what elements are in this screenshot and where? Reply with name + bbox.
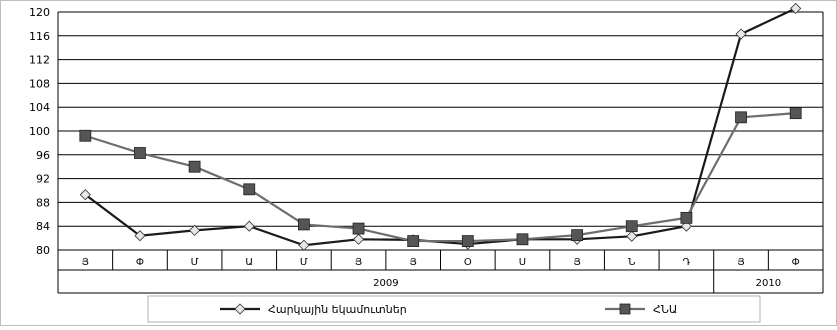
y-tick-label: 116: [29, 30, 50, 43]
axes: [57, 12, 824, 294]
data-point: [297, 218, 310, 231]
data-point: [516, 233, 529, 246]
y-tick-label: 100: [29, 125, 50, 138]
y-tick-label: 80: [36, 244, 50, 257]
data-point: [352, 222, 365, 235]
x-tick-label: Մ: [300, 257, 308, 268]
y-tick-label: 104: [29, 101, 50, 114]
x-tick-label: Յ: [737, 257, 744, 268]
series-1: [79, 107, 802, 247]
data-point: [79, 189, 91, 201]
data-point: [243, 220, 255, 232]
y-tick-label: 92: [36, 173, 50, 186]
legend-marker: [619, 303, 631, 315]
legend-label: ՀՆԱ: [653, 303, 677, 316]
y-tick-label: 88: [36, 196, 50, 209]
x-tick-label: Ս: [519, 257, 526, 268]
x-tick-label: Փ: [136, 257, 144, 268]
data-point: [189, 224, 201, 236]
x-tick-label: Յ: [82, 257, 89, 268]
data-point: [134, 230, 146, 242]
data-point: [789, 107, 802, 120]
data-point: [298, 239, 310, 251]
x-tick-label: Օ: [464, 257, 472, 268]
legend-label: Հարկային եկամուտներ: [268, 303, 407, 316]
data-point: [735, 28, 747, 40]
x-tick-label: Յ: [410, 257, 417, 268]
y-tick-label: 112: [29, 54, 50, 67]
y-tick-label: 84: [36, 220, 50, 233]
data-point: [625, 220, 638, 233]
x-tick-label: Ա: [245, 257, 253, 268]
data-point: [735, 111, 747, 124]
legend-marker: [234, 303, 246, 315]
series: [79, 2, 802, 251]
data-point: [134, 147, 146, 159]
legend-item-1: ՀՆԱ: [605, 303, 677, 316]
data-point: [79, 129, 92, 142]
x-tick-label: Յ: [573, 257, 580, 268]
axis-labels: 80 84 88 92 96 100 104 108 112 116 120 Յ Փ Մ Ա Մ Յ Յ Օ Ս Յ Ն Դ…: [29, 6, 800, 289]
data-point: [790, 2, 802, 14]
data-point: [188, 160, 201, 173]
x-tick-label: Փ: [792, 257, 800, 268]
legend: Հարկային եկամուտներ ՀՆԱ: [147, 295, 761, 323]
grid: [58, 11, 823, 251]
y-tick-label: 108: [29, 77, 50, 90]
data-point: [680, 211, 693, 224]
x-tick-label: Յ: [355, 257, 362, 268]
x-tick-label: Մ: [191, 257, 199, 268]
x-tick-label: Դ: [683, 257, 691, 268]
data-point: [461, 235, 474, 247]
series-line: [84, 112, 796, 243]
y-tick-label: 120: [29, 6, 50, 19]
year-label: 2010: [756, 278, 781, 289]
data-point: [626, 230, 638, 242]
y-tick-label: 96: [36, 149, 50, 162]
data-point: [571, 229, 584, 242]
data-point: [243, 183, 256, 196]
x-tick-label: Ն: [628, 257, 635, 268]
legend-item-0: Հարկային եկամուտներ: [220, 303, 407, 316]
data-point: [407, 235, 420, 247]
data-point: [352, 233, 365, 245]
year-label: 2009: [373, 278, 398, 289]
